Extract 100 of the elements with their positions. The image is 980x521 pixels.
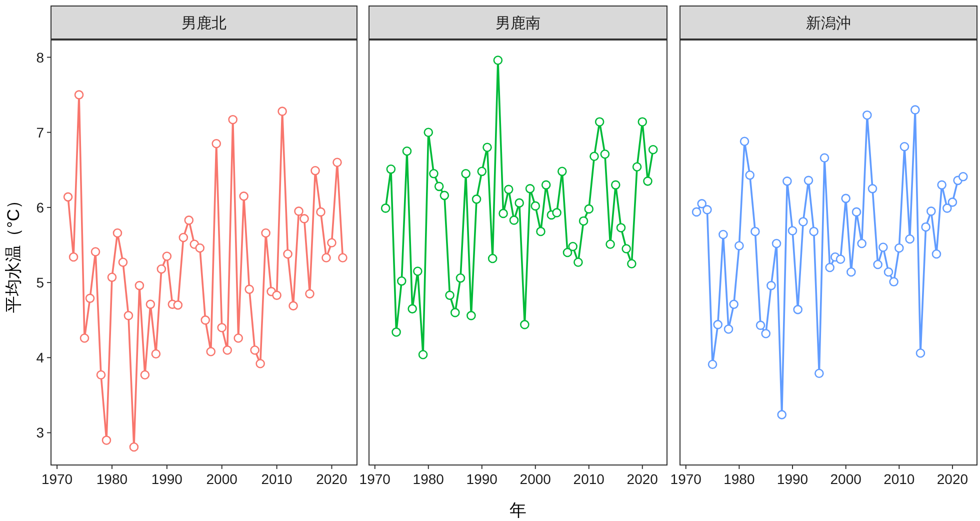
- point: [440, 190, 450, 200]
- x-tick-label: 1990: [466, 471, 498, 487]
- point: [852, 207, 862, 217]
- point: [552, 208, 562, 218]
- point: [632, 162, 642, 172]
- point: [724, 324, 734, 334]
- point: [173, 300, 183, 310]
- x-tick-label: 1980: [96, 471, 128, 487]
- x-tick-label: 2000: [830, 471, 862, 487]
- point: [118, 258, 128, 267]
- point: [916, 348, 926, 358]
- point: [488, 254, 498, 264]
- point: [85, 294, 95, 303]
- x-tick-label: 1980: [724, 471, 755, 487]
- y-tick-label: 6: [36, 199, 44, 216]
- point: [146, 300, 156, 309]
- point: [112, 228, 122, 238]
- point: [594, 117, 604, 126]
- point: [910, 105, 920, 114]
- point: [584, 204, 594, 214]
- y-axis-title: 平均水温（°C）: [4, 192, 23, 314]
- point: [222, 345, 232, 355]
- y-tick-label: 8: [36, 49, 44, 66]
- point: [450, 308, 460, 318]
- point: [788, 226, 798, 236]
- point: [777, 410, 786, 420]
- point: [256, 358, 265, 368]
- x-tick-label: 1970: [359, 471, 391, 487]
- point: [445, 290, 454, 300]
- point: [745, 170, 754, 180]
- point: [316, 207, 326, 217]
- point: [884, 267, 894, 277]
- point: [68, 252, 78, 262]
- point: [557, 166, 567, 176]
- point: [530, 201, 540, 211]
- point: [140, 370, 150, 380]
- point: [708, 360, 718, 370]
- x-tick-label: 1970: [670, 471, 702, 487]
- point: [332, 158, 342, 168]
- x-tick-label: 2010: [573, 471, 605, 487]
- point: [541, 180, 551, 190]
- x-axis-title: 年: [510, 501, 526, 520]
- point: [750, 226, 760, 236]
- point: [921, 222, 930, 232]
- point: [327, 238, 336, 248]
- x-tick-label: 1990: [151, 471, 183, 487]
- point: [402, 146, 412, 156]
- point: [932, 249, 942, 259]
- point: [482, 142, 492, 152]
- y-tick-label: 4: [36, 350, 44, 366]
- point: [648, 144, 658, 154]
- point: [814, 368, 824, 378]
- chart-title: 新潟沖: [806, 15, 851, 32]
- point: [894, 243, 904, 253]
- point: [74, 90, 84, 100]
- point: [429, 169, 438, 178]
- point: [107, 272, 117, 282]
- point: [472, 194, 482, 204]
- point: [600, 149, 610, 159]
- point: [846, 267, 856, 277]
- point: [520, 320, 530, 330]
- point: [702, 205, 712, 214]
- point: [756, 320, 766, 330]
- point: [477, 166, 487, 176]
- point: [129, 442, 139, 452]
- point: [536, 226, 546, 236]
- point: [300, 214, 309, 224]
- x-tick-label: 2020: [626, 471, 658, 487]
- point: [63, 192, 73, 202]
- point: [408, 304, 417, 314]
- point: [948, 198, 958, 207]
- point: [396, 276, 406, 286]
- point: [80, 333, 90, 343]
- point: [234, 333, 243, 343]
- point: [804, 176, 814, 186]
- point: [504, 184, 514, 194]
- point: [926, 206, 936, 216]
- x-tick-label: 1990: [776, 471, 808, 487]
- point: [461, 169, 470, 178]
- point: [338, 253, 348, 262]
- point: [493, 56, 503, 65]
- point: [772, 238, 782, 248]
- point: [900, 142, 910, 152]
- point: [766, 280, 776, 290]
- point: [878, 242, 888, 252]
- point: [151, 349, 161, 359]
- point: [212, 138, 222, 148]
- point: [392, 327, 401, 337]
- point: [889, 277, 898, 286]
- point: [937, 180, 946, 190]
- point: [836, 254, 846, 264]
- point: [942, 204, 952, 213]
- point: [184, 216, 194, 225]
- point: [820, 153, 830, 163]
- point: [162, 252, 172, 261]
- point: [283, 249, 292, 259]
- x-tick-label: 2020: [316, 471, 348, 487]
- point: [692, 207, 702, 217]
- point: [868, 184, 878, 194]
- point: [718, 230, 728, 240]
